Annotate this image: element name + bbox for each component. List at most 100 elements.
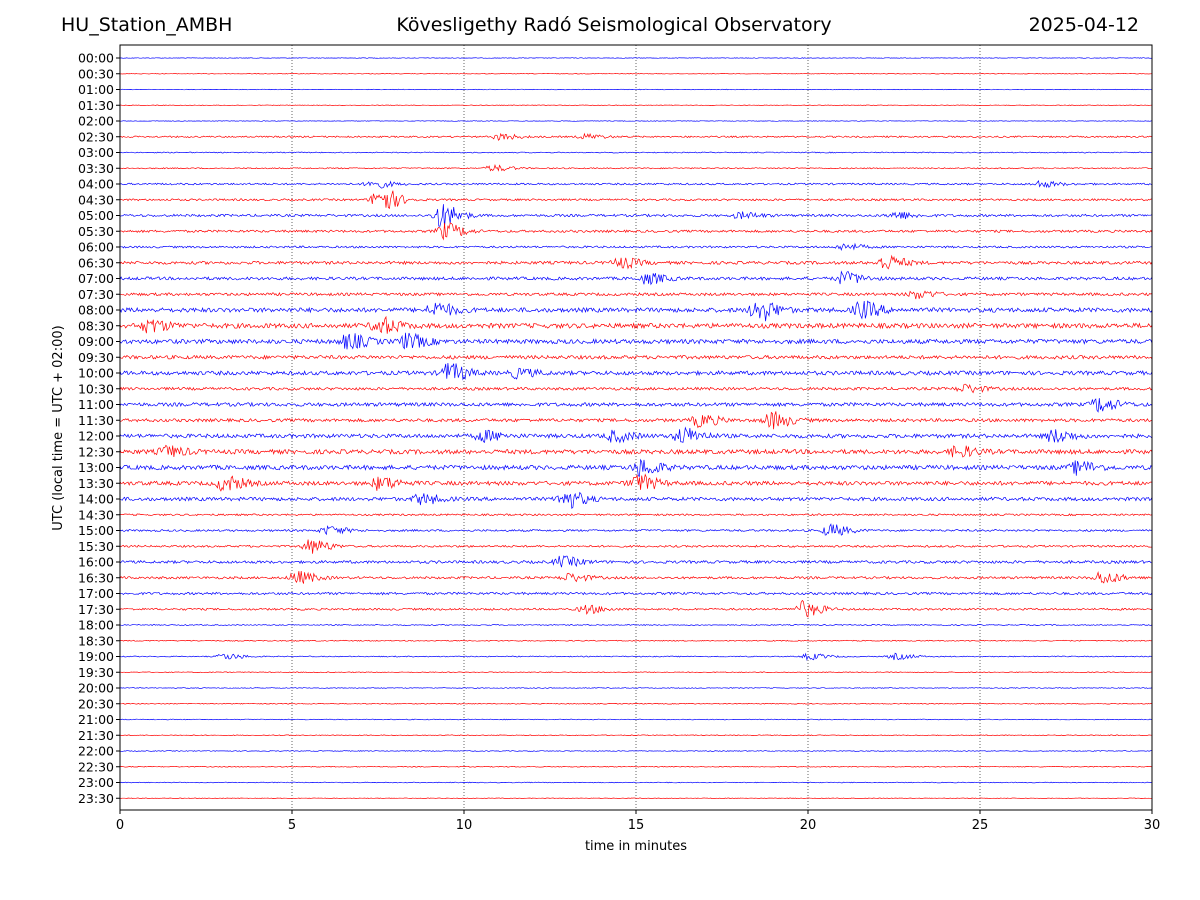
row-label: 00:00	[78, 51, 114, 66]
station-name: HU_Station_AMBH	[61, 14, 233, 36]
row-label: 04:00	[78, 177, 114, 192]
trace-0000	[119, 57, 1153, 59]
trace-1830	[119, 639, 1153, 642]
row-label: 13:00	[78, 460, 114, 475]
row-label: 23:30	[78, 791, 114, 806]
row-label: 04:30	[78, 192, 114, 207]
trace-0530	[119, 222, 1153, 241]
trace-1800	[119, 624, 1153, 626]
row-label: 22:00	[78, 744, 114, 759]
chart-title: Kövesligethy Radó Seismological Observat…	[396, 14, 832, 36]
trace-1130	[119, 411, 1153, 430]
trace-2200	[119, 750, 1153, 752]
x-tick-label: 30	[1144, 818, 1161, 833]
row-label: 05:00	[78, 208, 114, 223]
trace-0730	[119, 290, 1153, 300]
row-label: 01:30	[78, 98, 114, 113]
x-tick-label: 20	[800, 818, 817, 833]
trace-1230	[119, 444, 1153, 458]
row-label: 19:30	[78, 665, 114, 680]
trace-2130	[119, 734, 1152, 737]
trace-2300	[119, 781, 1153, 784]
seismic-traces	[119, 57, 1153, 799]
trace-1430	[119, 513, 1153, 517]
trace-1200	[119, 426, 1153, 444]
row-label: 02:30	[78, 129, 114, 144]
row-label: 21:30	[78, 728, 114, 743]
row-label: 07:00	[78, 271, 114, 286]
trace-0600	[119, 242, 1153, 251]
trace-2330	[119, 797, 1153, 799]
row-label: 03:00	[78, 145, 114, 160]
row-label: 20:00	[78, 681, 114, 696]
row-label: 08:30	[78, 318, 114, 333]
trace-1600	[119, 555, 1153, 568]
row-label: 23:00	[78, 775, 114, 790]
trace-0430	[119, 190, 1153, 210]
trace-1930	[119, 671, 1152, 674]
trace-1000	[119, 362, 1153, 381]
row-label: 15:30	[78, 539, 114, 554]
trace-1530	[119, 539, 1153, 554]
trace-0500	[119, 204, 1153, 228]
row-time-labels: 00:0000:3001:0001:3002:0002:3003:0003:30…	[78, 51, 120, 806]
trace-1730	[119, 599, 1153, 618]
row-label: 16:30	[78, 570, 114, 585]
trace-1500	[119, 523, 1153, 536]
row-label: 17:00	[78, 586, 114, 601]
row-label: 11:30	[78, 413, 114, 428]
trace-0930	[119, 354, 1153, 361]
row-label: 01:00	[78, 82, 114, 97]
trace-0900	[119, 332, 1153, 350]
row-label: 05:30	[78, 224, 114, 239]
minute-grid	[291, 45, 981, 810]
x-tick-label: 10	[456, 818, 473, 833]
trace-1030	[119, 383, 1153, 394]
record-date: 2025-04-12	[1028, 14, 1139, 36]
row-label: 09:30	[78, 350, 114, 365]
trace-1100	[119, 398, 1153, 413]
trace-1700	[119, 591, 1153, 596]
row-label: 21:00	[78, 712, 114, 727]
x-axis-ticks: 0 5 10 15 20 25 30	[116, 810, 1160, 833]
row-label: 19:00	[78, 649, 114, 664]
row-label: 18:00	[78, 618, 114, 633]
row-label: 17:30	[78, 602, 114, 617]
row-label: 07:30	[78, 287, 114, 302]
trace-0700	[119, 270, 1153, 286]
row-label: 12:00	[78, 429, 114, 444]
x-tick-label: 0	[116, 818, 124, 833]
row-label: 02:00	[78, 114, 114, 129]
row-label: 00:30	[78, 66, 114, 81]
row-label: 18:30	[78, 633, 114, 648]
row-label: 11:00	[78, 397, 114, 412]
trace-0800	[119, 300, 1153, 322]
row-label: 06:30	[78, 255, 114, 270]
trace-0830	[119, 315, 1153, 334]
trace-0230	[119, 132, 1153, 141]
row-label: 08:00	[78, 303, 114, 318]
trace-0200	[120, 120, 1153, 122]
trace-1900	[119, 652, 1153, 662]
row-label: 13:30	[78, 476, 114, 491]
trace-0100	[119, 88, 1153, 91]
trace-0130	[119, 104, 1153, 106]
x-axis-label: time in minutes	[585, 839, 687, 854]
row-label: 14:00	[78, 492, 114, 507]
row-label: 15:00	[78, 523, 114, 538]
trace-0300	[119, 151, 1153, 154]
trace-1300	[119, 458, 1153, 477]
row-label: 10:00	[78, 366, 114, 381]
row-label: 06:00	[78, 240, 114, 255]
trace-0400	[119, 180, 1153, 189]
row-label: 16:00	[78, 555, 114, 570]
row-label: 22:30	[78, 759, 114, 774]
trace-0330	[119, 163, 1153, 172]
row-label: 12:30	[78, 444, 114, 459]
x-tick-label: 25	[972, 818, 989, 833]
trace-2100	[120, 718, 1153, 721]
x-tick-label: 15	[628, 818, 645, 833]
row-label: 09:00	[78, 334, 114, 349]
row-label: 14:30	[78, 507, 114, 522]
